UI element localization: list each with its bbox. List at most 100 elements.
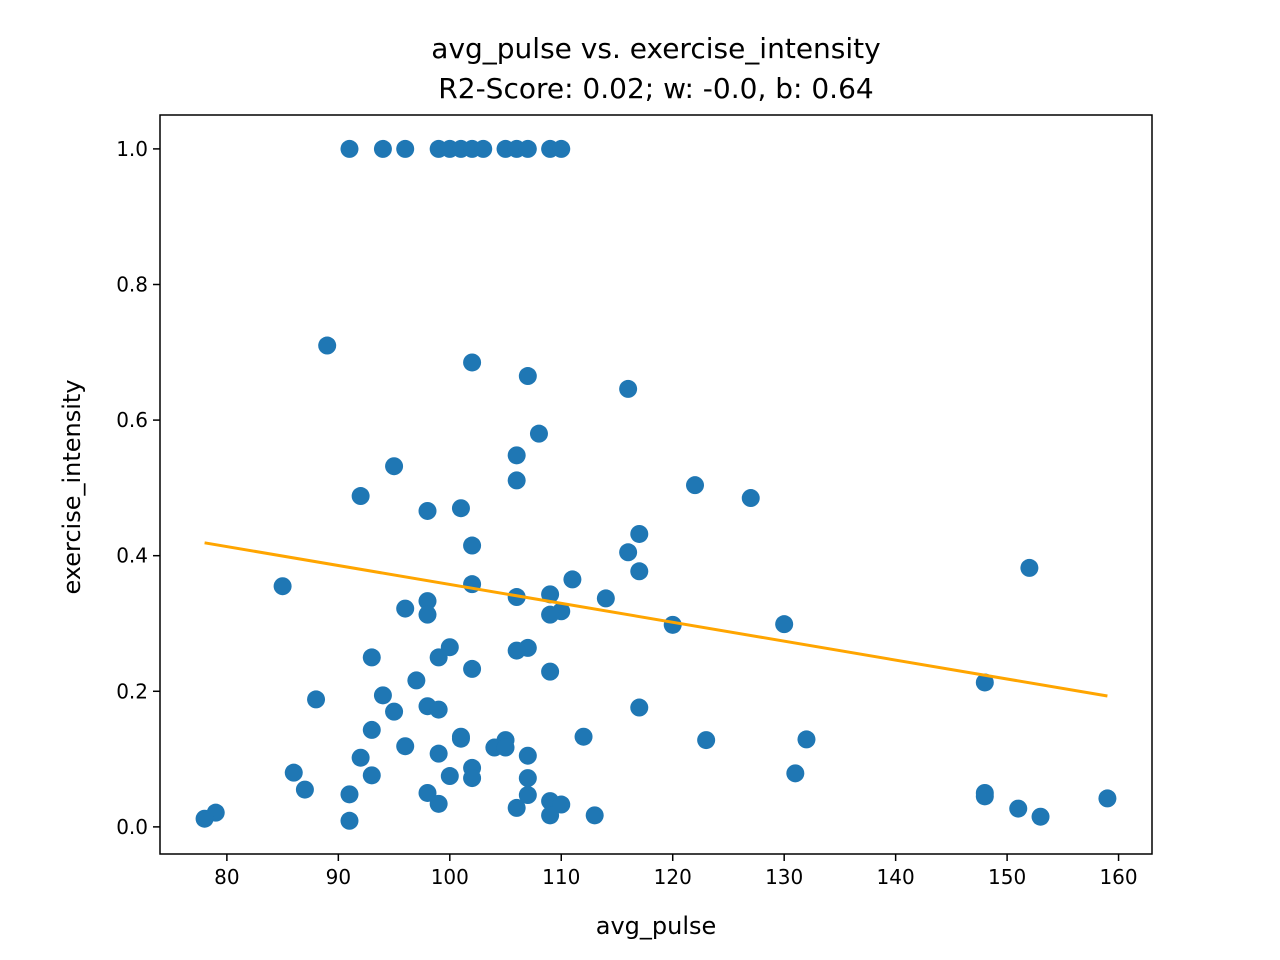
data-point-96 — [340, 811, 359, 830]
data-points — [195, 139, 1117, 830]
data-point-73 — [284, 763, 303, 782]
data-point-25 — [418, 501, 437, 520]
data-point-50 — [541, 662, 560, 681]
data-point-31 — [563, 570, 582, 589]
data-point-38 — [396, 599, 415, 618]
y-tick-label-0: 0.0 — [116, 815, 148, 839]
x-tick-label-4: 120 — [654, 865, 692, 889]
x-tick-label-8: 160 — [1099, 865, 1137, 889]
y-tick-label-4: 0.8 — [116, 272, 148, 296]
data-point-65 — [697, 731, 716, 750]
data-point-23 — [741, 489, 760, 508]
data-point-52 — [975, 673, 994, 692]
data-point-27 — [463, 536, 482, 555]
data-point-10 — [518, 139, 537, 158]
data-point-92 — [541, 806, 560, 825]
data-point-63 — [797, 730, 816, 749]
y-tick-label-3: 0.6 — [116, 408, 148, 432]
data-point-40 — [418, 605, 437, 624]
data-point-30 — [630, 562, 649, 581]
data-point-74 — [786, 764, 805, 783]
y-axis-ticks: 0.0 0.2 0.4 0.6 0.8 1.0 — [116, 137, 160, 839]
y-axis-label: exercise_intensity — [58, 379, 86, 594]
data-point-83 — [518, 786, 537, 805]
x-tick-label-5: 130 — [765, 865, 803, 889]
data-point-28 — [619, 543, 638, 562]
data-point-76 — [440, 767, 459, 786]
data-point-59 — [362, 720, 381, 739]
regression-line — [204, 541, 1108, 698]
data-point-20 — [507, 471, 526, 490]
data-point-94 — [1031, 807, 1050, 826]
x-tick-label-1: 90 — [326, 865, 351, 889]
data-point-46 — [507, 641, 526, 660]
data-point-75 — [362, 766, 381, 785]
plot-area-frame — [159, 114, 1153, 855]
data-point-36 — [596, 589, 615, 608]
data-point-70 — [518, 746, 537, 765]
data-point-79 — [295, 780, 314, 799]
data-point-57 — [429, 700, 448, 719]
data-point-61 — [574, 727, 593, 746]
data-point-17 — [529, 424, 548, 443]
data-point-85 — [1098, 789, 1117, 808]
x-tick-label-2: 100 — [431, 865, 469, 889]
data-point-51 — [407, 671, 426, 690]
data-point-66 — [396, 737, 415, 756]
data-point-41 — [541, 605, 560, 624]
data-point-89 — [507, 798, 526, 817]
data-point-90 — [1009, 799, 1028, 818]
data-point-29 — [1020, 558, 1039, 577]
data-point-71 — [351, 748, 370, 767]
data-point-12 — [552, 139, 571, 158]
data-point-18 — [507, 446, 526, 465]
data-point-84 — [975, 787, 994, 806]
x-axis-label: avg_pulse — [596, 912, 717, 940]
x-axis-ticks: 80 90 100 110 120 130 140 150 160 — [214, 854, 1138, 889]
data-point-53 — [373, 686, 392, 705]
data-point-34 — [541, 585, 560, 604]
data-point-2 — [396, 139, 415, 158]
data-point-88 — [552, 795, 571, 814]
data-point-93 — [585, 806, 604, 825]
data-point-48 — [429, 648, 448, 667]
data-point-80 — [418, 783, 437, 802]
y-tick-label-1: 0.2 — [116, 679, 148, 703]
data-point-56 — [630, 698, 649, 717]
data-point-22 — [351, 487, 370, 506]
data-point-16 — [619, 379, 638, 398]
data-point-95 — [195, 809, 214, 828]
data-point-49 — [463, 659, 482, 678]
data-point-7 — [474, 139, 493, 158]
data-point-82 — [340, 785, 359, 804]
x-tick-label-7: 150 — [988, 865, 1026, 889]
data-point-43 — [775, 615, 794, 634]
data-point-15 — [518, 367, 537, 386]
x-tick-label-6: 140 — [877, 865, 915, 889]
data-point-24 — [451, 499, 470, 518]
chart-subtitle: R2-Score: 0.02; w: -0.0, b: 0.64 — [438, 72, 873, 105]
data-point-0 — [340, 139, 359, 158]
data-point-62 — [451, 729, 470, 748]
data-point-69 — [429, 744, 448, 763]
data-point-14 — [463, 353, 482, 372]
x-tick-label-0: 80 — [214, 865, 239, 889]
chart-title: avg_pulse vs. exercise_intensity — [431, 32, 880, 65]
data-point-58 — [385, 702, 404, 721]
regression-line-group — [204, 541, 1108, 698]
data-point-54 — [307, 690, 326, 709]
data-point-87 — [429, 794, 448, 813]
data-point-33 — [273, 577, 292, 596]
data-point-19 — [385, 457, 404, 476]
data-point-1 — [373, 139, 392, 158]
data-point-26 — [630, 524, 649, 543]
data-point-47 — [362, 648, 381, 667]
data-point-77 — [463, 769, 482, 788]
data-point-13 — [318, 336, 337, 355]
data-point-37 — [418, 592, 437, 611]
data-point-68 — [496, 738, 515, 757]
data-point-21 — [686, 476, 705, 495]
y-tick-label-2: 0.4 — [116, 544, 148, 568]
